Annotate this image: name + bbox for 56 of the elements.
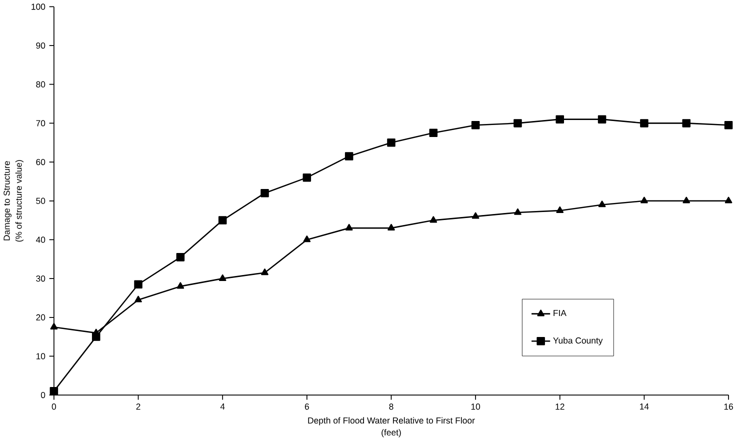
x-tick-label: 16 bbox=[724, 404, 733, 410]
point bbox=[387, 138, 396, 147]
y-tick-label: 90 bbox=[36, 42, 46, 49]
x-tick-label: 12 bbox=[556, 404, 564, 410]
point bbox=[50, 323, 58, 330]
point bbox=[724, 121, 733, 130]
point bbox=[344, 152, 354, 160]
point bbox=[598, 200, 606, 208]
x-axis-title: Depth of Flood Water Relative to First Floor (feet) bbox=[308, 417, 475, 438]
point bbox=[345, 224, 353, 231]
x-tick-label: 8 bbox=[389, 404, 394, 410]
point bbox=[218, 216, 227, 224]
point bbox=[640, 196, 648, 204]
point bbox=[430, 216, 438, 223]
point bbox=[50, 387, 58, 396]
y-tick-label: 80 bbox=[36, 81, 46, 88]
point bbox=[388, 224, 395, 231]
point bbox=[176, 282, 184, 289]
x-tick-label: 10 bbox=[471, 404, 480, 410]
point bbox=[261, 268, 268, 276]
y-tick-label: 70 bbox=[36, 120, 46, 126]
point bbox=[134, 280, 142, 289]
point bbox=[260, 189, 269, 198]
point bbox=[134, 296, 142, 302]
point bbox=[724, 196, 732, 204]
point bbox=[472, 212, 480, 219]
point bbox=[176, 253, 185, 262]
y-tick-label: 100 bbox=[32, 4, 46, 10]
point bbox=[514, 208, 522, 215]
y-tick-label: 60 bbox=[36, 159, 46, 166]
point bbox=[302, 174, 312, 182]
y-tick-label: 30 bbox=[36, 276, 46, 282]
point bbox=[429, 128, 438, 138]
x-tick-label: 4 bbox=[220, 404, 225, 410]
point bbox=[682, 196, 690, 204]
y-tick-label: 40 bbox=[36, 236, 46, 243]
x-tick-label: 2 bbox=[136, 404, 140, 410]
point bbox=[682, 119, 691, 128]
y-tick-label: 10 bbox=[36, 353, 46, 360]
point bbox=[598, 115, 606, 124]
x-tick-label: 14 bbox=[640, 404, 649, 410]
point bbox=[218, 274, 226, 282]
y-tick-label: 20 bbox=[36, 314, 46, 321]
point bbox=[640, 119, 648, 128]
point bbox=[556, 115, 564, 124]
x-tick-label: 6 bbox=[304, 404, 309, 410]
point bbox=[471, 121, 480, 130]
y-tick-label: 0 bbox=[40, 392, 46, 398]
point bbox=[514, 119, 522, 128]
y-tick-label: 50 bbox=[36, 198, 46, 204]
y-axis-title: Damage to Structure (% of structure value) bbox=[4, 160, 24, 242]
point bbox=[303, 236, 311, 242]
legend-label: FIA bbox=[554, 310, 566, 316]
point bbox=[556, 206, 564, 214]
x-tick-label: 0 bbox=[52, 404, 56, 410]
legend-label: Yuba County bbox=[553, 337, 603, 346]
